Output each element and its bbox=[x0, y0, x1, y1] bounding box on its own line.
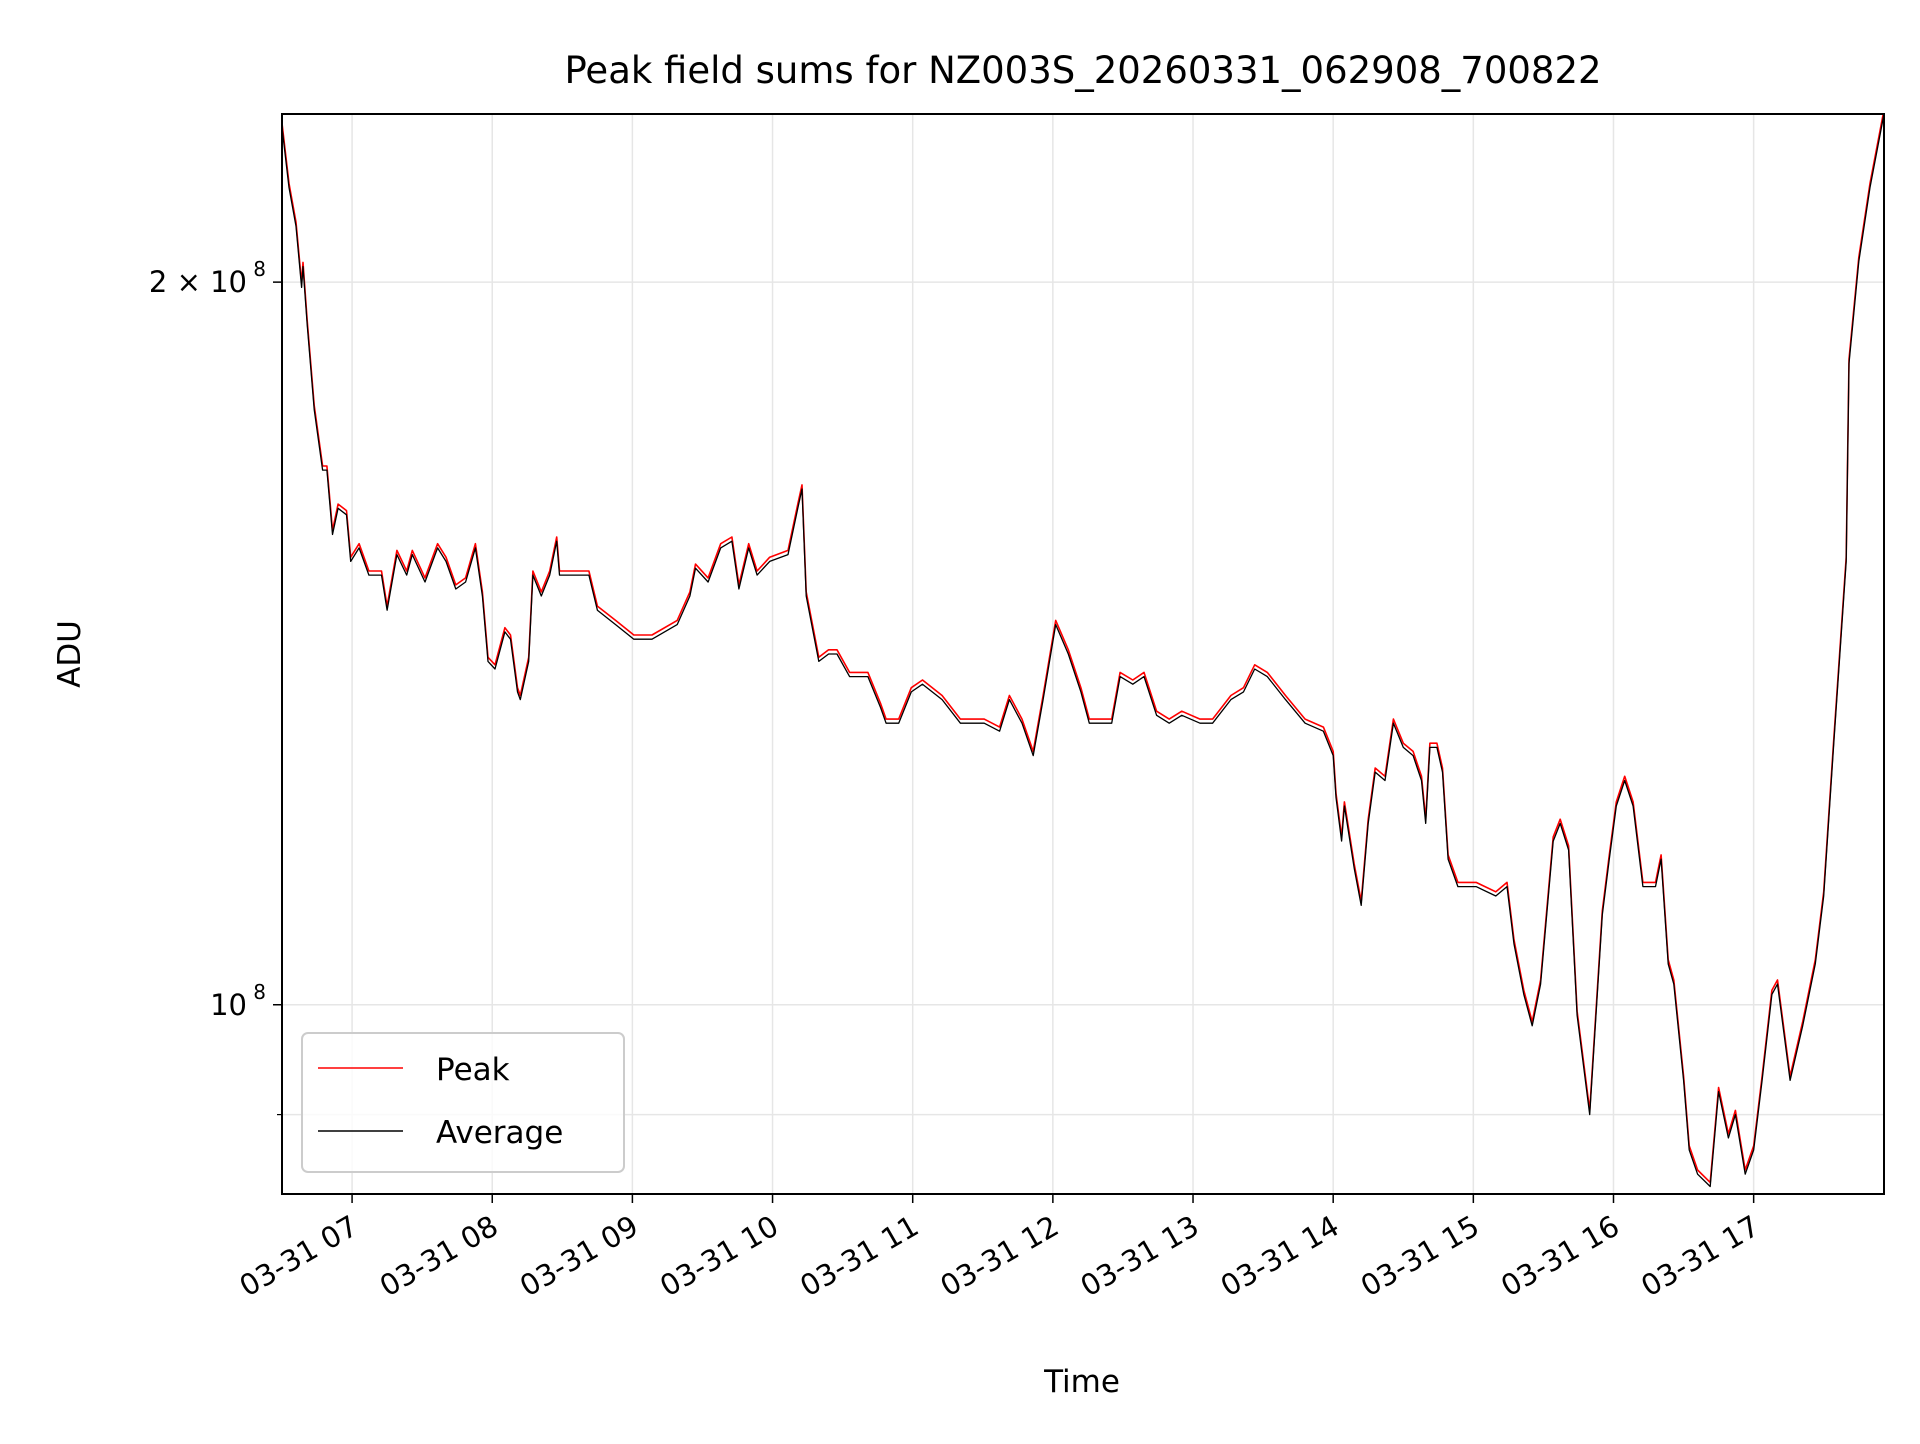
legend: Peak Average bbox=[301, 1032, 625, 1173]
y-tick-label: 2 × 10 bbox=[149, 265, 247, 299]
x-tick-label: 03-31 07 bbox=[234, 1209, 364, 1304]
y-tick-label-exponent: 8 bbox=[253, 980, 266, 1004]
x-tick-label: 03-31 13 bbox=[1075, 1209, 1205, 1304]
legend-average-label: Average bbox=[436, 1115, 563, 1151]
y-tick-label: 10 bbox=[210, 988, 247, 1022]
x-tick-label: 03-31 15 bbox=[1355, 1209, 1485, 1304]
x-tick-label: 03-31 17 bbox=[1635, 1209, 1765, 1304]
x-tick-label: 03-31 14 bbox=[1215, 1209, 1345, 1304]
legend-peak-label: Peak bbox=[436, 1052, 510, 1088]
x-tick-label: 03-31 16 bbox=[1495, 1209, 1625, 1304]
plot-frame bbox=[281, 113, 1885, 1195]
y-tick-label-base: 2 × 10 bbox=[149, 265, 247, 299]
series-line-peak bbox=[282, 114, 1884, 1184]
x-tick-label: 03-31 11 bbox=[794, 1209, 924, 1304]
x-tick-label: 03-31 10 bbox=[654, 1209, 784, 1304]
x-tick-label: 03-31 08 bbox=[374, 1209, 504, 1304]
x-tick-label: 03-31 09 bbox=[514, 1209, 644, 1304]
y-tick-label-base: 10 bbox=[210, 988, 247, 1022]
x-tick-label: 03-31 12 bbox=[934, 1209, 1064, 1304]
x-axis-label: Time bbox=[1043, 1364, 1120, 1400]
chart-title: Peak field sums for NZ003S_20260331_0629… bbox=[564, 49, 1601, 92]
y-tick-label-exponent: 8 bbox=[253, 257, 266, 281]
grid bbox=[282, 114, 1884, 1194]
series-line-average bbox=[282, 114, 1884, 1188]
y-axis-label: ADU bbox=[52, 620, 88, 688]
x-axis: 03-31 07 03-31 08 03-31 09 03-31 10 03-31 11… bbox=[234, 1194, 1765, 1303]
y-axis: 2 × 10 810 8 bbox=[149, 257, 282, 1116]
plot-lines bbox=[282, 114, 1884, 1188]
